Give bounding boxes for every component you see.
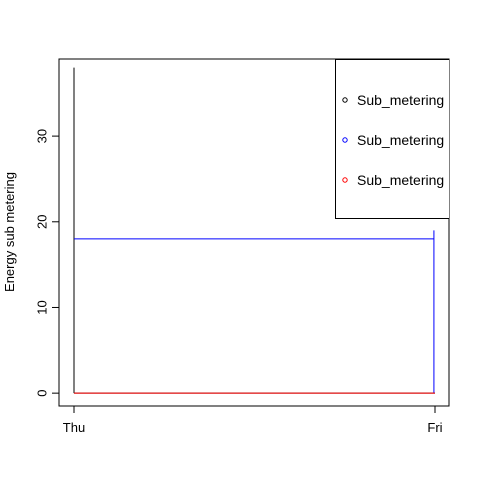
legend-marker (342, 97, 348, 103)
legend-label: Sub_metering (357, 92, 444, 108)
legend-label: Sub_metering (357, 132, 444, 148)
y-tick-label: 20 (34, 215, 49, 229)
legend: Sub_metering Sub_metering Sub_metering (335, 59, 449, 219)
legend-marker (342, 137, 348, 143)
legend-label: Sub_metering (357, 172, 444, 188)
x-tick-label: Thu (63, 420, 85, 435)
y-tick-label: 30 (34, 129, 49, 143)
legend-content: Sub_metering Sub_metering Sub_metering (335, 59, 449, 219)
axes: 0 10 20 30 Thu Fri (34, 58, 450, 435)
plot-layer (73, 67, 435, 394)
x-tick-label: Fri (427, 420, 442, 435)
legend-marker (342, 177, 348, 183)
y-tick-label: 10 (34, 300, 49, 314)
y-tick-label: 0 (34, 390, 49, 397)
legend-frame (335, 59, 449, 219)
series-2 (74, 230, 435, 394)
y-axis-label: Energy sub metering (2, 172, 17, 292)
plot-frame (58, 58, 450, 407)
